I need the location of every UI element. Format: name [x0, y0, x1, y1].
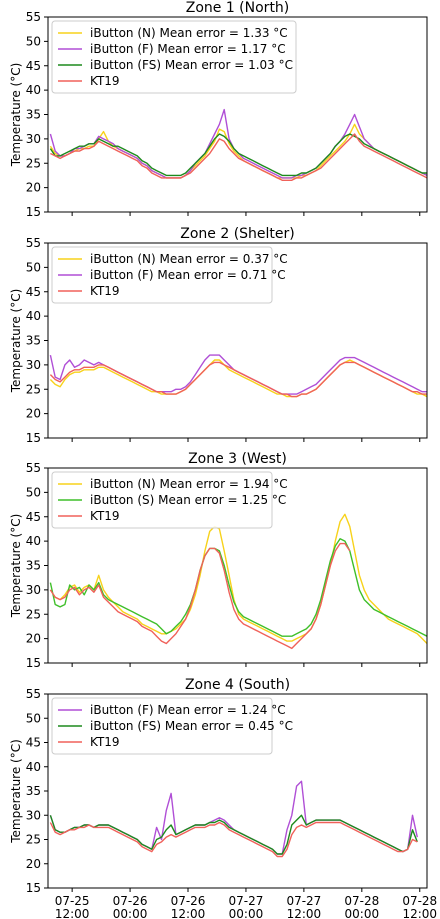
legend-entry: iButton (N) Mean error = 0.37 °C	[90, 252, 288, 266]
legend-box	[51, 20, 297, 94]
y-tick-label: 45	[26, 59, 41, 73]
series-line-1	[49, 359, 427, 398]
y-tick-label: 40	[26, 760, 41, 774]
x-tick-label: 07-26	[113, 894, 148, 908]
chart-title: Zone 3 (West)	[188, 451, 287, 467]
x-tick-label: 12:00	[402, 907, 437, 919]
legend-entry: KT19	[90, 735, 120, 749]
y-axis-label: Temperature (°C)	[9, 289, 23, 394]
y-tick-label: 35	[26, 108, 41, 122]
plot-frame	[47, 16, 428, 213]
y-tick-label: 15	[26, 881, 41, 895]
series-line-2	[49, 538, 427, 637]
legend-entry: KT19	[90, 509, 120, 523]
y-tick-label: 40	[26, 534, 41, 548]
y-tick-label: 15	[26, 656, 41, 670]
legend-entry: iButton (F) Mean error = 1.17 °C	[90, 42, 286, 56]
y-tick-label: 45	[26, 510, 41, 524]
chart-title: Zone 2 (Shelter)	[180, 226, 295, 242]
y-tick-label: 40	[26, 83, 41, 97]
legend-entry: iButton (S) Mean error = 1.25 °C	[90, 493, 286, 507]
panel-1: Zone 1 (North) Temperature (°C) 15 20 25 30 35…	[9, 0, 428, 219]
y-tick-label: 25	[26, 833, 41, 847]
series-line-2	[49, 814, 418, 855]
y-tick-label: 35	[26, 784, 41, 798]
plot-frame	[47, 467, 428, 664]
y-tick-label: 30	[26, 808, 41, 822]
y-tick-label: 35	[26, 559, 41, 573]
series-line-3	[49, 361, 427, 398]
y-tick-label: 20	[26, 181, 41, 195]
y-tick-label: 15	[26, 205, 41, 219]
chart-title: Zone 4 (South)	[185, 677, 290, 693]
x-tick-label: 12:00	[287, 907, 322, 919]
y-tick-label: 30	[26, 583, 41, 597]
x-tick-label: 07-26	[171, 894, 206, 908]
legend-entry: iButton (N) Mean error = 1.33 °C	[90, 26, 288, 40]
y-tick-label: 25	[26, 607, 41, 621]
y-tick-label: 55	[26, 687, 41, 701]
series-line-1	[49, 513, 427, 645]
y-tick-label: 45	[26, 285, 41, 299]
legend-entry: iButton (N) Mean error = 1.94 °C	[90, 477, 288, 491]
legend-entry: iButton (FS) Mean error = 1.03 °C	[90, 58, 293, 72]
x-tick-label: 07-28	[344, 894, 379, 908]
y-tick-label: 55	[26, 236, 41, 250]
y-tick-label: 55	[26, 461, 41, 475]
y-tick-label: 30	[26, 358, 41, 372]
y-axis-label: Temperature (°C)	[9, 63, 23, 168]
y-tick-label: 55	[26, 10, 41, 24]
y-tick-label: 45	[26, 736, 41, 750]
x-tick-label: 00:00	[113, 907, 148, 919]
legend-box	[51, 697, 273, 755]
y-tick-label: 25	[26, 156, 41, 170]
series-line-2	[49, 354, 427, 395]
y-tick-label: 20	[26, 857, 41, 871]
y-axis-label: Temperature (°C)	[9, 739, 23, 844]
y-axis-label: Temperature (°C)	[9, 514, 23, 619]
panel-4: Zone 4 (South) Temperature (°C) 15 20 25 30 35…	[9, 677, 437, 919]
y-tick-label: 50	[26, 711, 41, 725]
series-line-3	[49, 821, 418, 858]
legend-entry: iButton (F) Mean error = 0.71 °C	[90, 268, 286, 282]
series-line-3	[49, 133, 427, 177]
plot-frame	[47, 693, 428, 889]
y-tick-label: 30	[26, 132, 41, 146]
y-tick-label: 50	[26, 485, 41, 499]
legend-entry: iButton (F) Mean error = 1.24 °C	[90, 703, 286, 717]
legend-box	[51, 471, 273, 529]
y-tick-label: 15	[26, 431, 41, 445]
x-tick-label: 07-28	[402, 894, 437, 908]
y-tick-label: 25	[26, 382, 41, 396]
chart-title: Zone 1 (North)	[186, 0, 290, 16]
y-tick-label: 35	[26, 334, 41, 348]
x-tick-label: 12:00	[55, 907, 90, 919]
y-tick-label: 20	[26, 632, 41, 646]
legend-box	[51, 246, 273, 304]
y-tick-label: 50	[26, 34, 41, 48]
y-tick-label: 50	[26, 260, 41, 274]
x-tick-label: 07-27	[229, 894, 264, 908]
series-line-3	[49, 542, 351, 650]
x-tick-label: 00:00	[345, 907, 380, 919]
x-tick-label: 07-25	[55, 894, 90, 908]
legend-entry: KT19	[90, 284, 120, 298]
legend-entry: KT19	[90, 74, 120, 88]
y-tick-label: 20	[26, 407, 41, 421]
y-tick-label: 40	[26, 309, 41, 323]
plot-frame	[47, 242, 428, 439]
legend-entry: iButton (FS) Mean error = 0.45 °C	[90, 719, 293, 733]
series-line-1	[49, 780, 418, 855]
panel-3: Zone 3 (West) Temperature (°C) 15 20 25 30 35 4…	[9, 451, 428, 670]
panel-2: Zone 2 (Shelter) Temperature (°C) 15 20 25 30…	[9, 226, 428, 445]
series-line-1	[49, 123, 427, 179]
series-line-4	[50, 133, 427, 181]
x-tick-label: 07-27	[286, 894, 321, 908]
x-tick-label: 00:00	[229, 907, 264, 919]
x-tick-label: 12:00	[171, 907, 206, 919]
